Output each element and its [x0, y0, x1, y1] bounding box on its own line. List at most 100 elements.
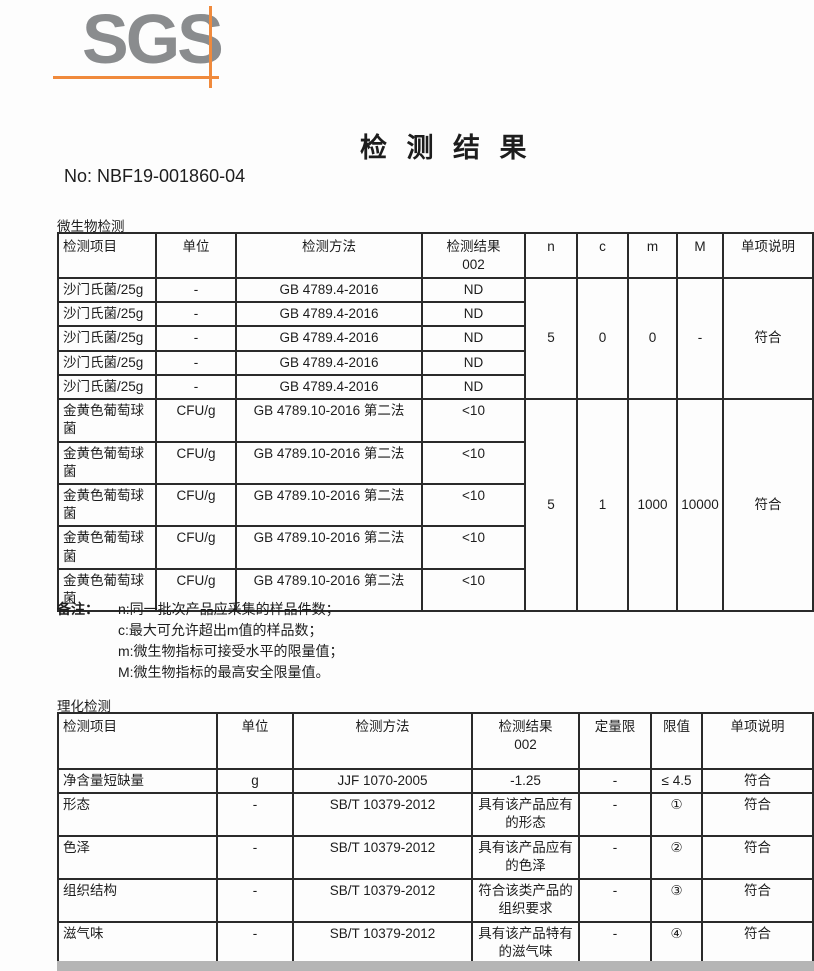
test-item-cell: 金黄色葡萄球菌: [57, 525, 157, 570]
header-result-line2: 002: [462, 257, 485, 273]
header-conclusion: 单项说明: [722, 232, 814, 279]
c-cell: 0: [576, 276, 629, 401]
remark-line: c:最大可允许超出m值的样品数；: [118, 622, 323, 638]
method-cell: SB/T 10379-2012: [292, 792, 473, 838]
test-item-cell: 沙门氏菌/25g: [57, 349, 157, 376]
remarks-label: 备注：: [57, 601, 99, 617]
remarks-block: n:同一批次产品应采集的样品件数； c:最大可允许超出m值的样品数； m:微生物…: [118, 599, 344, 683]
remark-line: n:同一批次产品应采集的样品件数；: [118, 601, 340, 617]
microbiology-table: 检测项目 单位 检测方法 检测结果 002 n c m M 单项说明 沙门氏菌/…: [57, 232, 814, 613]
unit-cell: -: [155, 325, 237, 352]
conclusion-cell: 符合: [701, 921, 814, 966]
c-cell: 1: [576, 398, 629, 613]
header-result: 检测结果 002: [471, 712, 580, 770]
M-cell: 10000: [676, 398, 724, 613]
unit-cell: -: [216, 835, 294, 881]
header-n: n: [524, 232, 578, 279]
m-cell: 1000: [627, 398, 678, 613]
table-header-row: 检测项目 单位 检测方法 检测结果 002 定量限 限值 单项说明: [57, 712, 814, 770]
test-item-cell: 沙门氏菌/25g: [57, 276, 157, 304]
unit-cell: -: [155, 349, 237, 376]
method-cell: GB 4789.4-2016: [235, 325, 423, 352]
header-result-line2: 002: [514, 737, 537, 753]
header-unit: 单位: [216, 712, 294, 770]
method-cell: GB 4789.4-2016: [235, 349, 423, 376]
table-row: 金黄色葡萄球菌 CFU/g GB 4789.10-2016 第二法 <10 5 …: [57, 398, 814, 613]
conclusion-cell: 符合: [701, 835, 814, 881]
header-test-item: 检测项目: [57, 712, 218, 770]
test-item-cell: 金黄色葡萄球菌: [57, 482, 157, 528]
unit-cell: CFU/g: [155, 482, 237, 528]
header-result: 检测结果 002: [421, 232, 526, 279]
method-cell: SB/T 10379-2012: [292, 835, 473, 881]
method-cell: SB/T 10379-2012: [292, 921, 473, 966]
method-cell: GB 4789.10-2016 第二法: [235, 567, 423, 613]
header-M: M: [676, 232, 724, 279]
test-item-cell: 金黄色葡萄球菌: [57, 567, 157, 613]
method-cell: GB 4789.4-2016: [235, 301, 423, 328]
conclusion-cell: 符合: [701, 767, 814, 795]
result-cell: ND: [421, 301, 526, 328]
result-cell: <10: [421, 525, 526, 570]
n-cell: 5: [524, 276, 578, 401]
test-item-cell: 形态: [57, 792, 218, 838]
unit-cell: g: [216, 767, 294, 795]
header-method: 检测方法: [235, 232, 423, 279]
table-row: 沙门氏菌/25g - GB 4789.4-2016 ND: [57, 325, 813, 352]
result-cell: ND: [421, 373, 526, 401]
conclusion-cell: 符合: [722, 276, 814, 401]
table-row: 沙门氏菌/25g - GB 4789.4-2016 ND: [57, 373, 813, 401]
table-row: 金黄色葡萄球菌 CFU/g GB 4789.10-2016 第二法 <10: [57, 440, 813, 485]
physchem-table: 检测项目 单位 检测方法 检测结果 002 定量限 限值 单项说明 净含量短缺量…: [57, 712, 814, 971]
conclusion-cell: 符合: [722, 398, 814, 613]
table-row: 金黄色葡萄球菌 CFU/g GB 4789.10-2016 第二法 <10: [57, 567, 813, 613]
loq-cell: -: [578, 767, 652, 795]
report-title: 检 测 结 果: [360, 133, 533, 163]
unit-cell: -: [155, 276, 237, 304]
table-header-row: 检测项目 单位 检测方法 检测结果 002 n c m M 单项说明: [57, 232, 814, 279]
unit-cell: -: [216, 878, 294, 924]
table-row: 沙门氏菌/25g - GB 4789.4-2016 ND: [57, 301, 813, 328]
unit-cell: -: [155, 301, 237, 328]
loq-cell: -: [578, 878, 652, 924]
test-item-cell: 沙门氏菌/25g: [57, 373, 157, 401]
unit-cell: -: [216, 921, 294, 966]
limit-cell: ②: [650, 835, 703, 881]
method-cell: GB 4789.10-2016 第二法: [235, 440, 423, 485]
test-item-cell: 组织结构: [57, 878, 218, 924]
result-cell: ND: [421, 349, 526, 376]
header-method: 检测方法: [292, 712, 473, 770]
section-label-physchem: 理化检测: [57, 699, 111, 714]
conclusion-cell: 符合: [701, 792, 814, 838]
result-cell: <10: [421, 440, 526, 485]
header-m: m: [627, 232, 678, 279]
remark-line: M:微生物指标的最高安全限量值。: [118, 664, 330, 680]
method-cell: GB 4789.4-2016: [235, 276, 423, 304]
result-cell: ND: [421, 325, 526, 352]
report-number: No: NBF19-001860-04: [64, 166, 246, 186]
method-cell: SB/T 10379-2012: [292, 878, 473, 924]
header-loq: 定量限: [578, 712, 652, 770]
table-row: 金黄色葡萄球菌 CFU/g GB 4789.10-2016 第二法 <10: [57, 482, 813, 528]
unit-cell: -: [216, 792, 294, 838]
table-row: 沙门氏菌/25g - GB 4789.4-2016 ND 5 0 0 - 符合: [57, 276, 814, 401]
result-cell: ND: [421, 276, 526, 304]
M-cell: -: [676, 276, 724, 401]
test-item-cell: 色泽: [57, 835, 218, 881]
table-row: 金黄色葡萄球菌 CFU/g GB 4789.10-2016 第二法 <10: [57, 525, 813, 570]
m-cell: 0: [627, 276, 678, 401]
header-test-item: 检测项目: [57, 232, 157, 279]
loq-cell: -: [578, 835, 652, 881]
table-row: 沙门氏菌/25g - GB 4789.4-2016 ND: [57, 349, 813, 376]
loq-cell: -: [578, 792, 652, 838]
limit-cell: ③: [650, 878, 703, 924]
result-cell: 符合该类产品的组织要求: [471, 878, 580, 924]
unit-cell: CFU/g: [155, 440, 237, 485]
result-cell: 具有该产品应有的色泽: [471, 835, 580, 881]
conclusion-cell: 符合: [701, 878, 814, 924]
section-label-microbiology: 微生物检测: [57, 219, 125, 234]
method-cell: GB 4789.4-2016: [235, 373, 423, 401]
result-cell: <10: [421, 398, 526, 443]
table-row: 色泽 - SB/T 10379-2012 具有该产品应有的色泽 - ② 符合: [57, 835, 814, 881]
